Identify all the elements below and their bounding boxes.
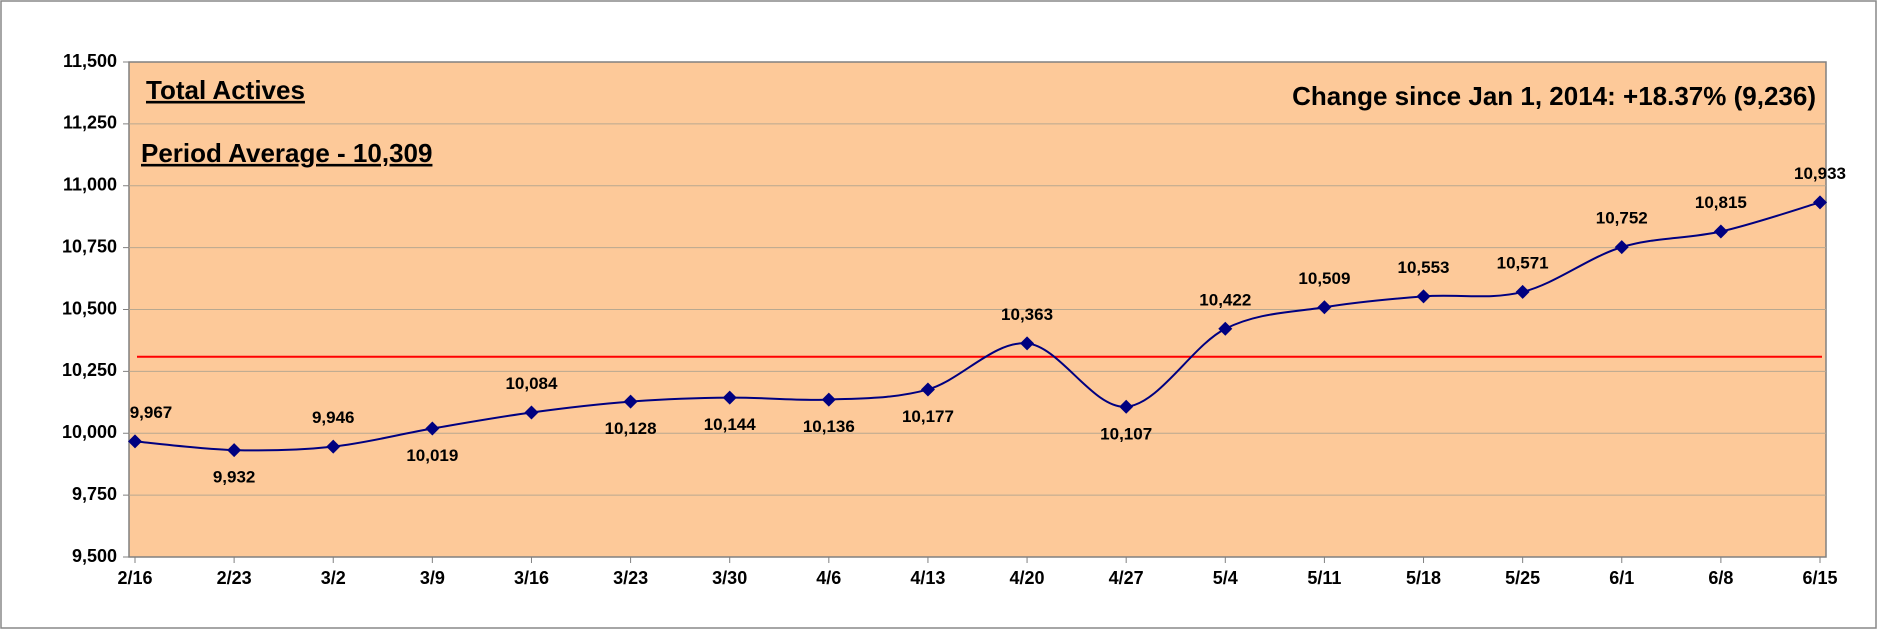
marker [1317, 300, 1332, 315]
x-tick-label: 3/23 [613, 568, 648, 588]
x-tick-label: 3/2 [321, 568, 346, 588]
marker [623, 394, 638, 409]
data-label: 9,946 [312, 408, 355, 427]
data-label: 10,128 [605, 419, 657, 438]
y-tick-label: 9,500 [72, 546, 117, 566]
x-tick-label: 3/30 [712, 568, 747, 588]
x-tick-label: 5/25 [1505, 568, 1540, 588]
x-tick-label: 2/16 [117, 568, 152, 588]
marker [920, 382, 935, 397]
y-tick-label: 11,500 [63, 51, 117, 71]
data-label: 10,422 [1199, 290, 1251, 309]
marker [227, 443, 242, 458]
marker [1515, 284, 1530, 299]
marker [1119, 399, 1134, 414]
y-tick-label: 11,250 [63, 113, 117, 133]
marker [722, 390, 737, 405]
marker [1020, 336, 1035, 351]
annotation: Period Average - 10,309 [141, 138, 432, 168]
marker [821, 392, 836, 407]
y-tick-label: 10,500 [62, 298, 117, 318]
x-tick-label: 3/9 [420, 568, 445, 588]
y-tick-label: 10,750 [62, 236, 117, 256]
data-label: 9,932 [213, 468, 256, 487]
data-label: 10,752 [1596, 209, 1648, 228]
marker [425, 421, 440, 436]
marker [1218, 321, 1233, 336]
data-label: 9,967 [130, 403, 173, 422]
data-label: 10,136 [803, 417, 855, 436]
x-tick-label: 3/16 [514, 568, 549, 588]
data-label: 10,019 [406, 446, 458, 465]
marker [524, 405, 539, 420]
x-tick-label: 5/4 [1213, 568, 1238, 588]
data-label: 10,571 [1497, 253, 1549, 272]
x-tick-label: 4/6 [816, 568, 841, 588]
marker [128, 434, 142, 449]
x-tick-label: 6/8 [1708, 568, 1733, 588]
marker [1416, 289, 1431, 304]
annotation: Change since Jan 1, 2014: +18.37% (9,236… [1292, 81, 1816, 111]
x-tick-label: 5/18 [1406, 568, 1441, 588]
marker [1614, 240, 1629, 255]
data-label: 10,553 [1398, 258, 1450, 277]
data-label: 10,933 [1794, 164, 1846, 183]
marker [1813, 195, 1827, 210]
x-tick-label: 6/1 [1609, 568, 1634, 588]
x-tick-label: 4/27 [1109, 568, 1144, 588]
marker [1713, 224, 1728, 239]
chart-title: Total Actives [146, 75, 305, 105]
data-label: 10,107 [1100, 424, 1152, 443]
y-tick-label: 9,750 [72, 484, 117, 504]
y-tick-label: 10,000 [62, 422, 117, 442]
data-label: 10,815 [1695, 193, 1747, 212]
x-tick-label: 2/23 [217, 568, 252, 588]
x-tick-label: 6/15 [1802, 568, 1837, 588]
data-label: 10,177 [902, 407, 954, 426]
x-tick-label: 4/13 [910, 568, 945, 588]
x-tick-label: 5/11 [1307, 568, 1341, 588]
x-tick-label: 4/20 [1010, 568, 1045, 588]
y-tick-label: 11,000 [63, 175, 117, 195]
marks: 9,967 9,932 9,946 10,019 10,084 10,128 10,144 1… [128, 164, 1846, 487]
data-label: 10,509 [1298, 269, 1350, 288]
data-label: 10,363 [1001, 305, 1053, 324]
marker [326, 439, 341, 454]
y-tick-label: 10,250 [62, 360, 117, 380]
data-label: 10,084 [505, 374, 558, 393]
data-label: 10,144 [704, 415, 757, 434]
